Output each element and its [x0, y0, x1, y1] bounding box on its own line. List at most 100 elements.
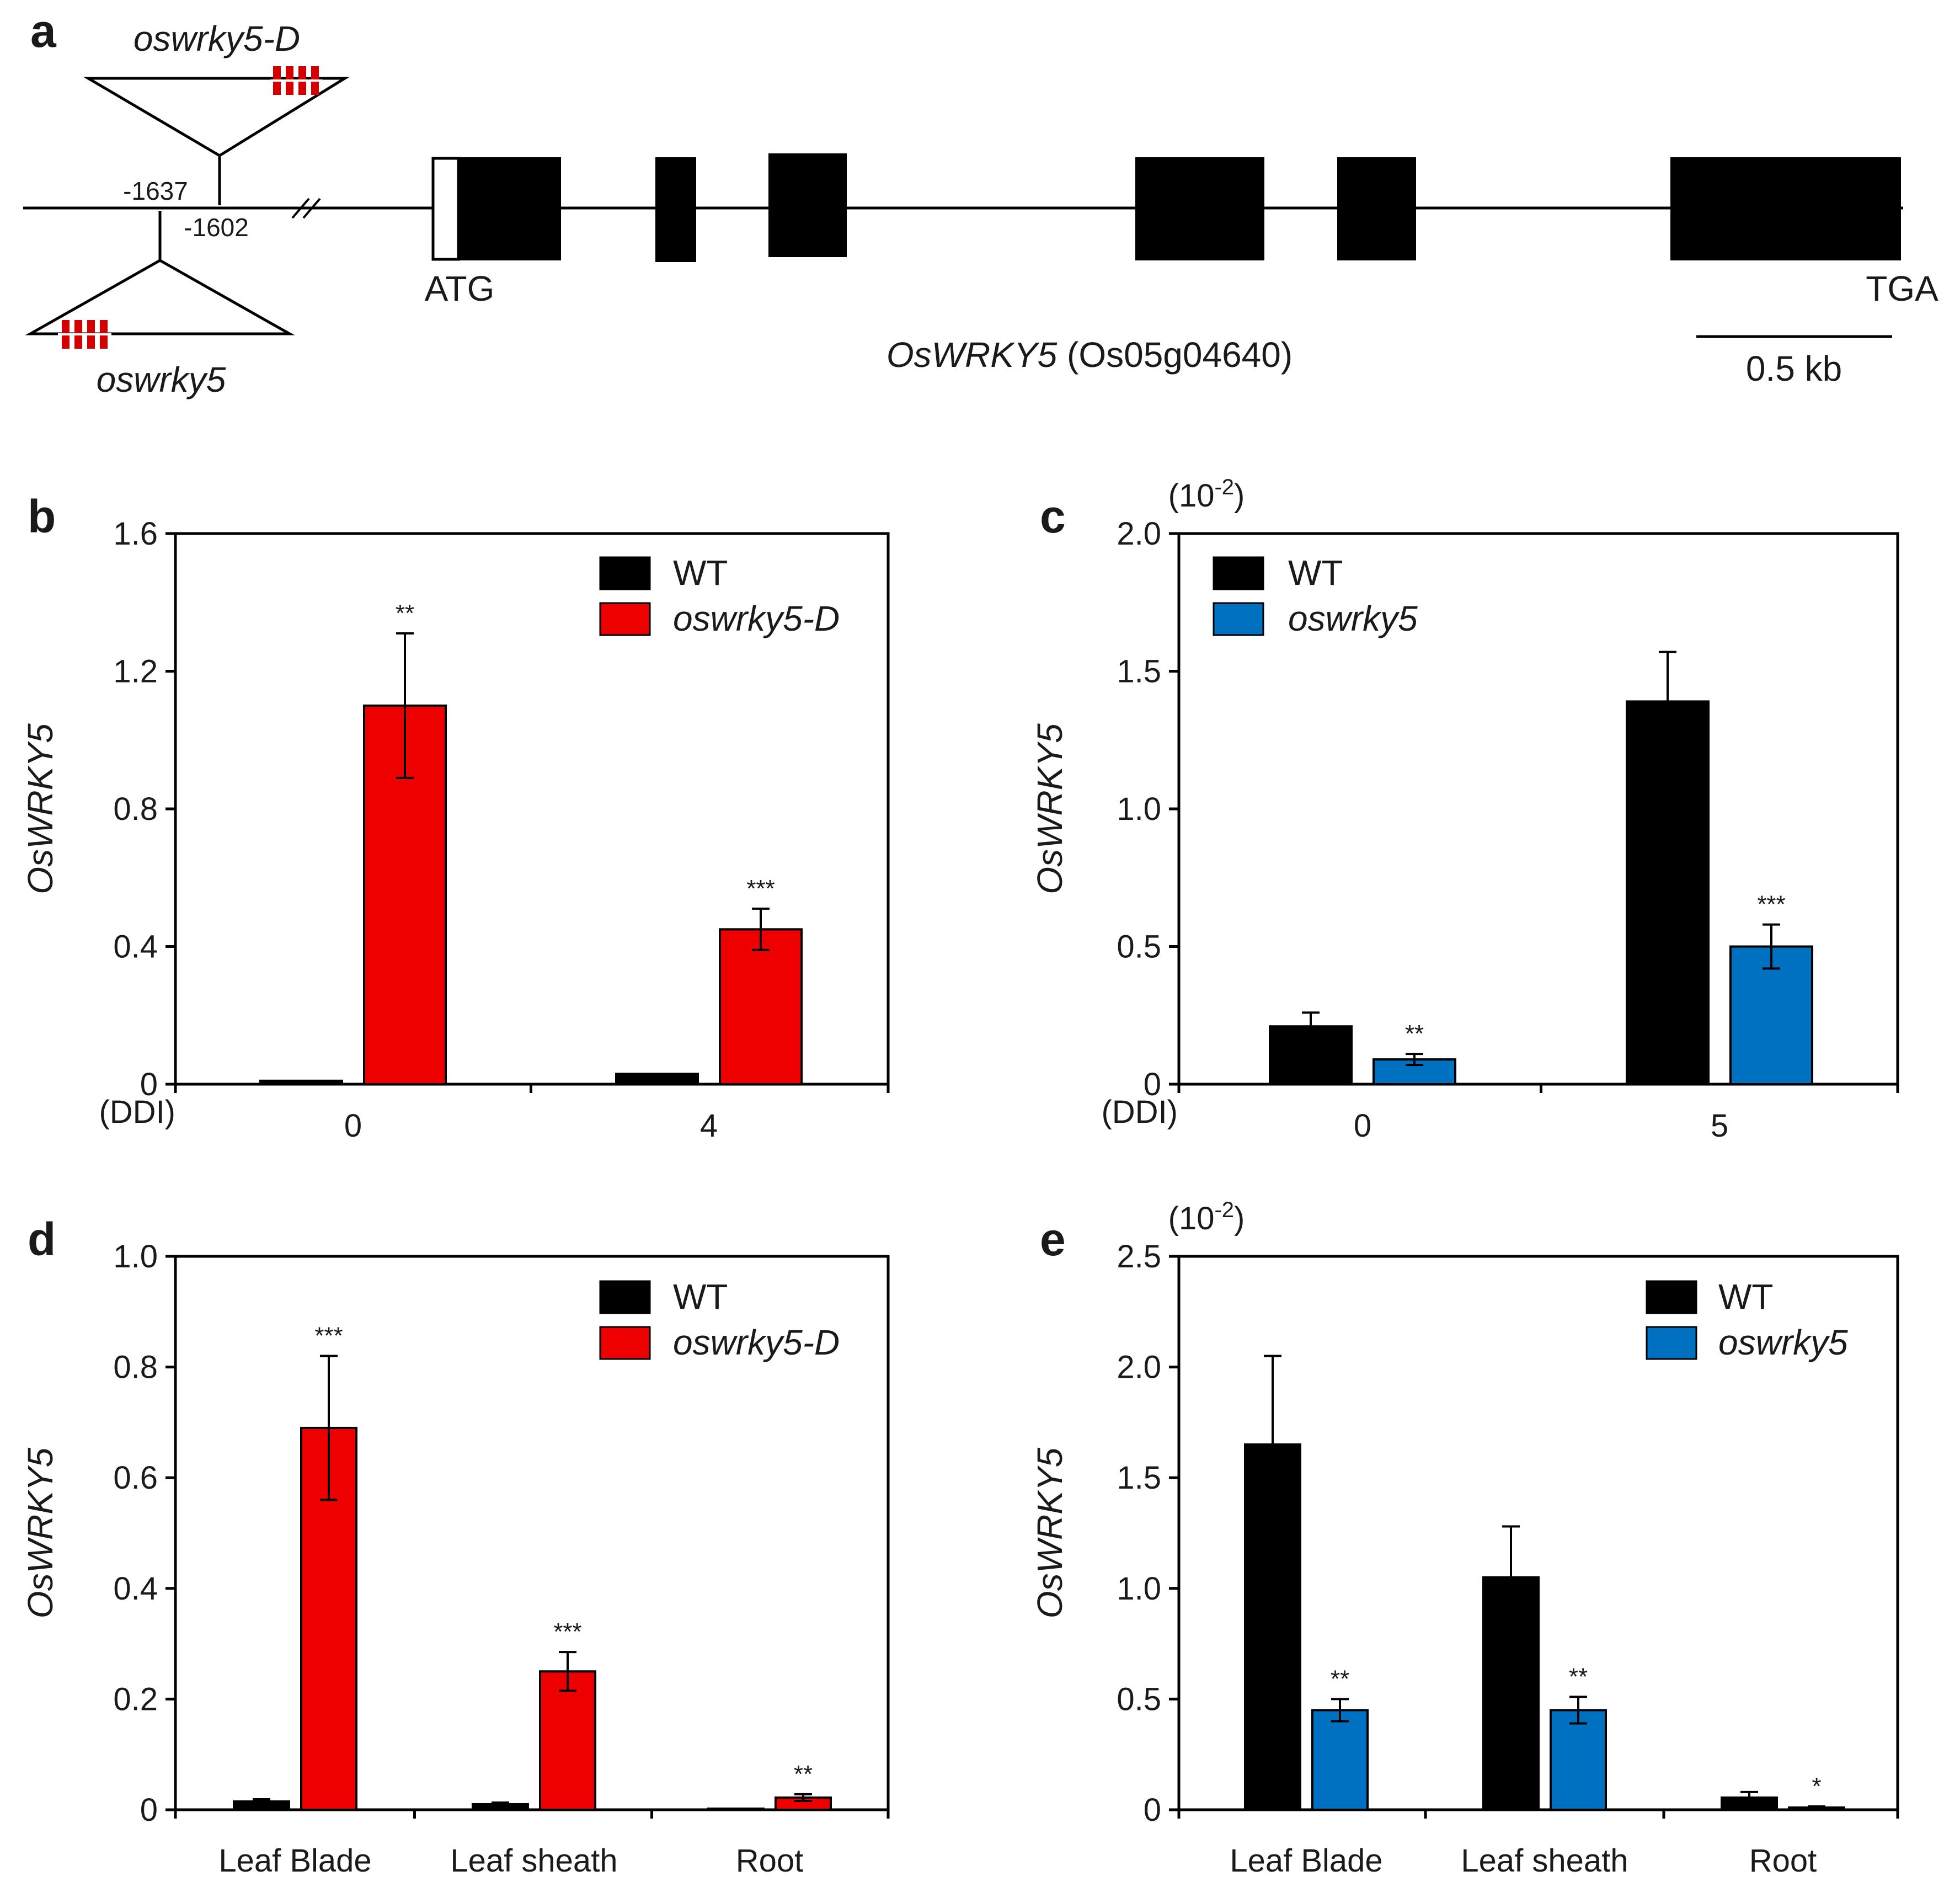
y-axis-title: OsWRKY5 — [1030, 1447, 1070, 1618]
axis-break-icon — [291, 198, 321, 219]
y-tick-label: 2.0 — [1117, 1350, 1161, 1385]
exon-2 — [655, 157, 696, 262]
exon-4 — [1135, 157, 1264, 260]
panel-c-unit-label: (10-2) — [1168, 475, 1245, 514]
allele-label-top: oswrky5-D — [133, 19, 300, 58]
significance-marker: ** — [1331, 1665, 1349, 1692]
unit-exponent: -2 — [1214, 475, 1234, 499]
exon-3 — [768, 153, 847, 257]
enhancer-marks-bottom — [58, 320, 111, 349]
x-axis-prefix: (DDI) — [1101, 1094, 1178, 1130]
legend-swatch — [599, 1280, 651, 1314]
y-axis-title: OsWRKY5 — [20, 1447, 60, 1618]
y-tick-label: 2.0 — [1117, 516, 1161, 552]
panel-b-letter: b — [28, 491, 56, 542]
significance-marker: *** — [746, 875, 775, 902]
x-category-label: Leaf sheath — [450, 1843, 617, 1879]
y-tick-label: 0.5 — [1117, 1681, 1161, 1717]
y-tick-label: 0.8 — [113, 1350, 158, 1385]
legend-label: oswrky5-D — [673, 599, 840, 638]
unit-close: ) — [1234, 478, 1245, 514]
legend-swatch — [1646, 1326, 1697, 1360]
gene-id: (Os05g04640) — [1067, 335, 1293, 375]
bar-oswrky5-leaf-blade — [1311, 1709, 1369, 1811]
insertion-triangle-bottom — [25, 259, 295, 335]
exon-5 — [1337, 157, 1416, 260]
legend-swatch — [599, 556, 651, 590]
bar-WT-5 — [1626, 700, 1710, 1085]
significance-marker: ** — [1569, 1663, 1588, 1690]
legend-label: WT — [673, 1277, 728, 1316]
y-tick-label: 1.6 — [113, 516, 158, 552]
panel-c-letter: c — [1040, 491, 1066, 542]
exon-6 — [1670, 157, 1901, 260]
panel-e-unit-label: (10-2) — [1168, 1198, 1245, 1236]
y-tick-label: 1.0 — [113, 1239, 158, 1275]
y-tick-label: 1.0 — [1117, 1571, 1161, 1607]
bar-oswrky5-D-4 — [719, 928, 803, 1085]
y-tick-label: 0 — [140, 1067, 158, 1102]
panel-a-letter: a — [30, 5, 57, 57]
y-tick-label: 0.4 — [113, 929, 158, 965]
significance-marker: *** — [1757, 891, 1785, 918]
exon-1 — [458, 157, 561, 260]
legend-label: oswrky5 — [1718, 1323, 1848, 1362]
insertion-triangle-top — [83, 77, 350, 157]
unit-base: (10 — [1168, 1201, 1215, 1236]
panel-d-plot-frame — [174, 1255, 890, 1811]
unit-close: ) — [1234, 1201, 1245, 1236]
x-category-label: Root — [1749, 1843, 1817, 1879]
y-axis-title: OsWRKY5 — [20, 723, 60, 894]
y-tick-label: 0.5 — [1117, 929, 1161, 965]
x-category-label: 4 — [700, 1108, 718, 1144]
y-tick-label: 0 — [1144, 1067, 1161, 1102]
legend-swatch — [1213, 602, 1264, 636]
position-label-1602: -1602 — [184, 213, 249, 242]
allele-label-bottom: oswrky5 — [97, 360, 226, 399]
y-tick-label: 1.0 — [1117, 791, 1161, 827]
x-category-label: 0 — [1354, 1108, 1371, 1144]
start-codon-label: ATG — [425, 269, 495, 308]
bar-WT-4 — [615, 1073, 699, 1085]
panel-d-letter: d — [28, 1213, 56, 1265]
legend-label: oswrky5-D — [673, 1323, 840, 1362]
enhancer-marks-top — [270, 66, 323, 95]
position-label-1637: -1637 — [123, 177, 188, 205]
legend-label: WT — [1718, 1277, 1774, 1316]
y-tick-label: 0 — [1144, 1792, 1161, 1828]
y-tick-label: 2.5 — [1117, 1239, 1161, 1275]
significance-marker: *** — [314, 1323, 343, 1350]
y-tick-label: 0.4 — [113, 1571, 158, 1607]
legend-label: WT — [673, 553, 728, 593]
stop-codon-label: TGA — [1866, 269, 1938, 308]
bar-WT-root — [707, 1807, 765, 1811]
y-tick-label: 1.5 — [1117, 654, 1161, 690]
y-tick-label: 0.2 — [113, 1681, 158, 1717]
bar-oswrky5-leaf-sheath — [1550, 1709, 1607, 1811]
y-tick-label: 0 — [140, 1792, 158, 1828]
legend-swatch — [599, 602, 651, 636]
significance-marker: ** — [396, 600, 414, 627]
legend-swatch — [599, 1326, 651, 1360]
bar-oswrky5-D-leaf-sheath — [539, 1670, 596, 1811]
significance-marker: *** — [553, 1618, 581, 1645]
x-category-label: Root — [736, 1843, 804, 1879]
y-tick-label: 0.6 — [113, 1460, 158, 1496]
legend-label: WT — [1288, 553, 1343, 593]
legend-label: oswrky5 — [1288, 599, 1418, 638]
panel-e-letter: e — [1040, 1213, 1066, 1265]
y-tick-label: 1.2 — [113, 654, 158, 690]
x-category-label: 5 — [1711, 1108, 1728, 1144]
gene-name: OsWRKY5 — [886, 335, 1058, 375]
y-tick-label: 0.8 — [113, 791, 158, 827]
bar-WT-0 — [259, 1079, 343, 1085]
gene-name-label: OsWRKY5 (Os05g04640) — [886, 335, 1293, 375]
x-category-label: Leaf sheath — [1461, 1843, 1628, 1879]
significance-marker: ** — [794, 1761, 813, 1788]
legend-swatch — [1646, 1280, 1697, 1314]
legend-swatch — [1213, 556, 1264, 590]
y-tick-label: 1.5 — [1117, 1460, 1161, 1496]
